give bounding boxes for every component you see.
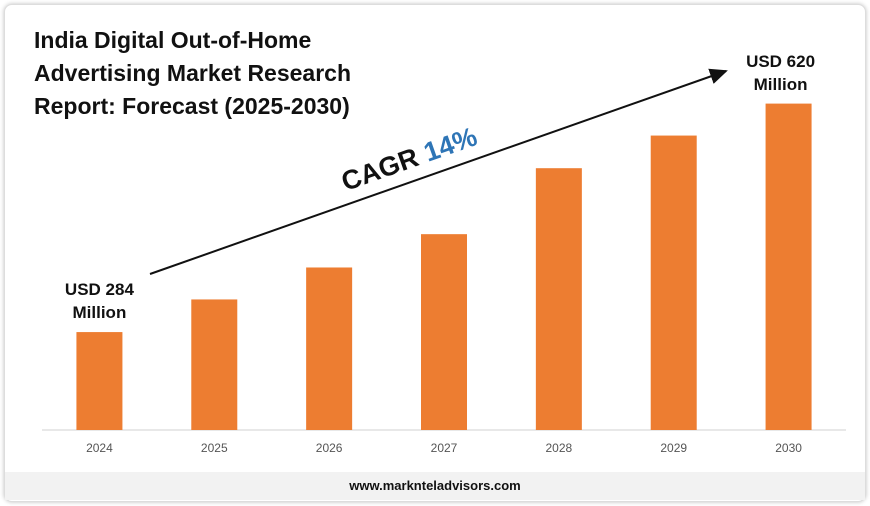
x-tick-label: 2025 xyxy=(201,441,228,455)
bar xyxy=(421,234,467,430)
chart-title: India Digital Out-of-Home Advertising Ma… xyxy=(34,27,352,119)
x-tick-label: 2030 xyxy=(775,441,802,455)
footer: www.marknteladvisors.com xyxy=(5,472,865,500)
x-tick-label: 2028 xyxy=(546,441,573,455)
x-tick-label: 2029 xyxy=(660,441,687,455)
bar xyxy=(191,299,238,430)
x-tick-label: 2024 xyxy=(86,441,113,455)
value-label: USD 620 Million xyxy=(746,51,816,94)
cagr-annotation: CAGR 14% xyxy=(337,121,480,197)
x-tick-label: 2026 xyxy=(316,441,343,455)
bar xyxy=(535,168,582,430)
bar xyxy=(76,332,123,430)
bar xyxy=(765,103,812,430)
cagr-label: CAGR xyxy=(337,142,422,197)
bar xyxy=(306,267,353,430)
x-tick-label: 2027 xyxy=(431,441,458,455)
bar xyxy=(650,135,697,430)
trend-arrow xyxy=(149,68,728,275)
value-label: USD 284 Million xyxy=(64,280,134,323)
